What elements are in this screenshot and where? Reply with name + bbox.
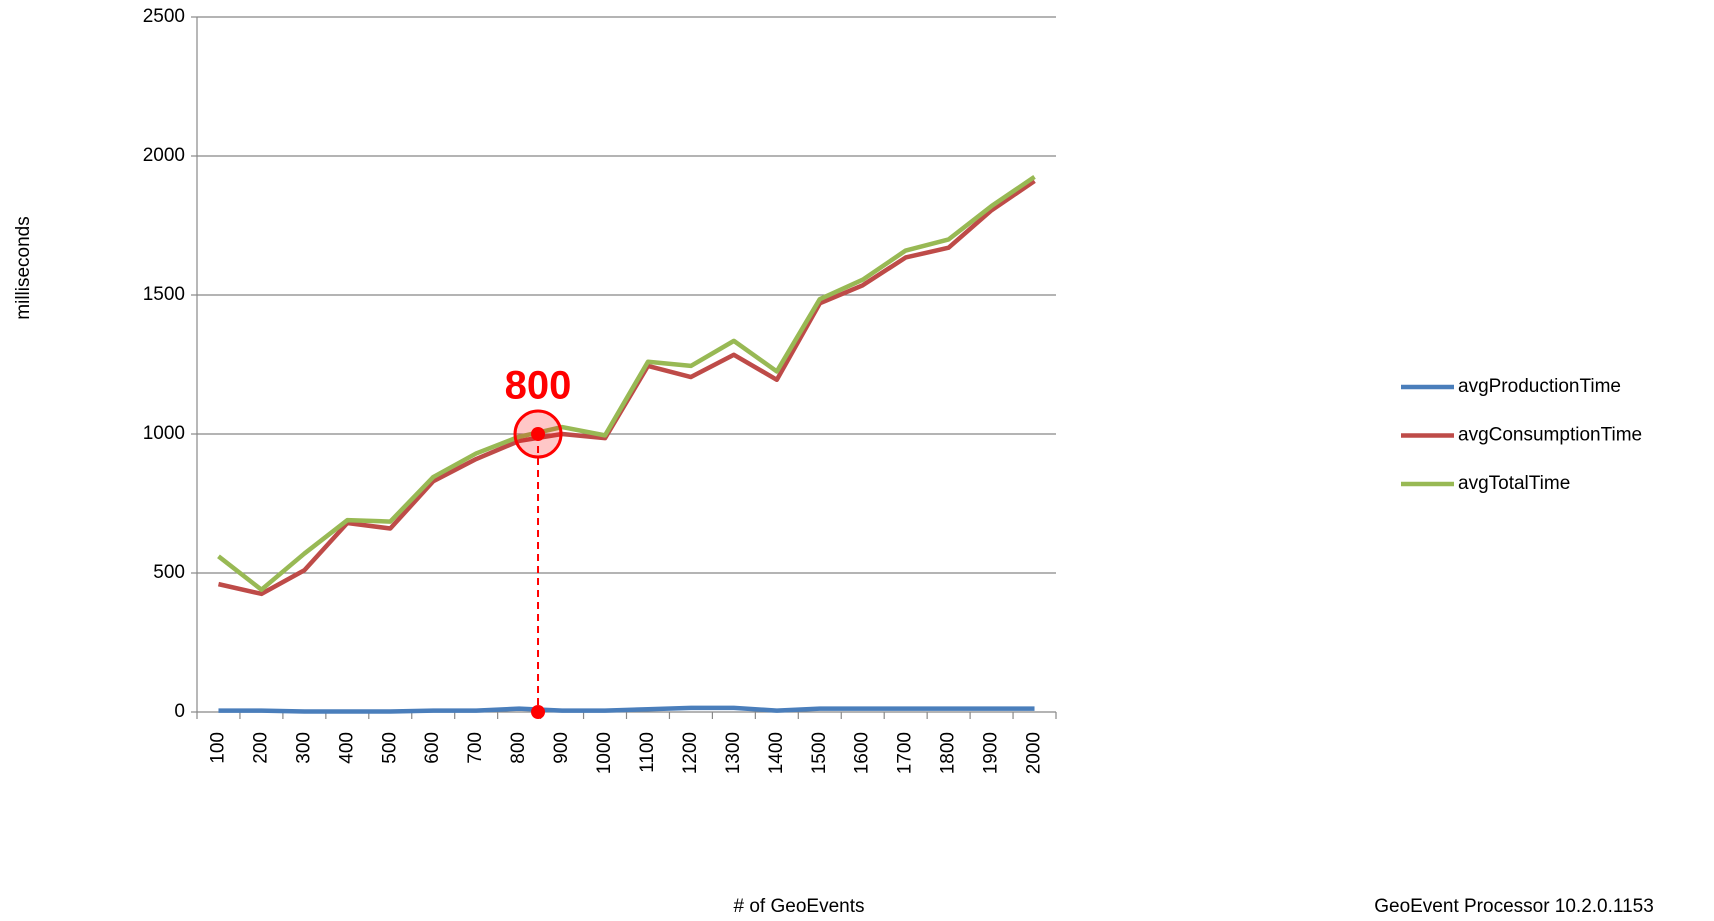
x-tick-label: 500 <box>379 732 400 764</box>
legend-label: avgConsumptionTime <box>1458 425 1642 446</box>
x-axis-title: # of GeoEvents <box>734 896 865 917</box>
series-line <box>217 174 1036 592</box>
x-tick-label: 1100 <box>637 732 658 773</box>
legend-label: avgTotalTime <box>1458 473 1570 494</box>
annotation-label: 800 <box>505 364 572 408</box>
x-tick-label: 300 <box>293 732 314 764</box>
y-tick-label: 2000 <box>143 145 185 166</box>
x-tick-label: 1400 <box>766 732 787 774</box>
y-axis-title: milliseconds <box>13 216 34 319</box>
x-tick-label: 100 <box>207 732 228 764</box>
x-tick-label: 1200 <box>680 732 701 774</box>
x-tick-label: 1300 <box>723 732 744 774</box>
x-tick-label: 800 <box>508 732 529 764</box>
x-tick-label: 600 <box>422 732 443 764</box>
annotation-base-dot <box>531 705 546 719</box>
x-tick-label: 1600 <box>852 732 873 774</box>
x-tick-label: 1900 <box>981 732 1002 774</box>
x-tick-label: 1700 <box>895 732 916 774</box>
series-line <box>217 179 1036 597</box>
series-line <box>218 705 1035 714</box>
y-tick-label: 0 <box>174 701 185 722</box>
footer: GeoEvent Processor 10.2.0.1153 <box>1374 896 1654 917</box>
y-tick-label: 1500 <box>143 284 185 305</box>
x-tick-label: 900 <box>551 732 572 764</box>
x-tick-label: 700 <box>465 732 486 764</box>
x-tick-label: 400 <box>336 732 357 764</box>
y-tick-label: 500 <box>153 562 185 583</box>
x-tick-label: 1500 <box>809 732 830 774</box>
annotation-dot <box>531 427 546 441</box>
legend-label: avgProductionTime <box>1458 376 1621 397</box>
x-tick-label: 1000 <box>594 732 615 774</box>
x-tick-label: 200 <box>250 732 271 764</box>
x-tick-label: 1800 <box>938 732 959 774</box>
x-tick-label: 2000 <box>1024 732 1045 774</box>
y-tick-label: 2500 <box>143 6 185 27</box>
y-tick-label: 1000 <box>143 423 185 444</box>
